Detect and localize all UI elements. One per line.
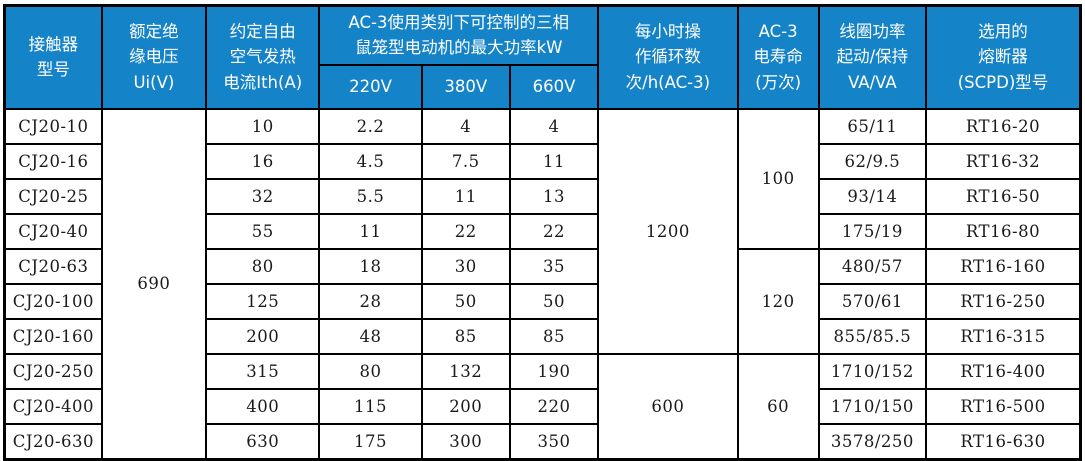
table-row: CJ20-40 55 11 22 22 175/19 RT16-80 (3, 212, 1082, 250)
cell-fuse-model: RT16-400 (925, 352, 1082, 390)
cell-coil-power: 93/14 (817, 177, 928, 215)
cell-fuse-model: RT16-250 (925, 282, 1082, 320)
cell-ith: 80 (205, 247, 321, 285)
header-380v: 380V (420, 63, 511, 110)
cell-ith: 16 (205, 142, 321, 180)
cell-kw-220: 80 (318, 352, 423, 390)
header-coil-power: 线圈功率 起动/保持 VA/VA (817, 4, 928, 110)
header-row-voltages: 220V 380V 660V (5, 63, 1081, 110)
cell-fuse-model: RT16-500 (925, 387, 1082, 425)
cell-life-merged: 100 (736, 107, 820, 250)
cell-life-merged: 120 (736, 247, 820, 355)
cell-kw-220: 28 (318, 282, 423, 320)
cell-model: CJ20-40 (3, 212, 103, 250)
cell-model: CJ20-400 (3, 387, 103, 425)
cell-cycles-merged: 600 (597, 352, 739, 460)
cell-ith: 55 (205, 212, 321, 250)
cell-coil-power: 62/9.5 (817, 142, 928, 180)
table-row: CJ20-100 125 28 50 50 570/61 RT16-250 (3, 282, 1082, 320)
cell-fuse-model: RT16-20 (925, 107, 1082, 145)
cell-kw-380: 200 (420, 387, 511, 425)
cell-fuse-model: RT16-630 (925, 422, 1082, 460)
cell-kw-660: 85 (508, 317, 600, 355)
cell-kw-220: 2.2 (318, 107, 423, 145)
cell-kw-380: 22 (420, 212, 511, 250)
cell-coil-power: 1710/152 (817, 352, 928, 390)
cell-kw-380: 7.5 (420, 142, 511, 180)
cell-kw-660: 4 (508, 107, 600, 145)
header-220v: 220V (318, 63, 423, 110)
cell-kw-660: 50 (508, 282, 600, 320)
cell-kw-380: 50 (420, 282, 511, 320)
header-fuse-model: 选用的 熔断器 (SCPD)型号 (925, 4, 1082, 110)
cell-kw-660: 220 (508, 387, 600, 425)
header-electrical-life: AC-3 电寿命 (万次) (736, 4, 820, 110)
header-cycles-per-hour: 每小时操 作循环数 次/h(AC-3) (597, 4, 739, 110)
cell-ith: 10 (205, 107, 321, 145)
cell-model: CJ20-10 (3, 107, 103, 145)
cell-coil-power: 480/57 (817, 247, 928, 285)
header-row-top: 接触器 型号 额定绝 缘电压 Ui(V) 约定自由 空气发热 电流Ith(A) … (3, 4, 1082, 110)
cell-model: CJ20-250 (3, 352, 103, 390)
cell-kw-220: 48 (318, 317, 423, 355)
datasheet-page: 接触器 型号 额定绝 缘电压 Ui(V) 约定自由 空气发热 电流Ith(A) … (3, 4, 1082, 461)
cell-model: CJ20-100 (3, 282, 103, 320)
table-row: CJ20-25 32 5.5 11 13 93/14 RT16-50 (3, 177, 1082, 215)
cell-coil-power: 855/85.5 (817, 317, 928, 355)
cell-fuse-model: RT16-32 (925, 142, 1082, 180)
cell-kw-380: 11 (420, 177, 511, 215)
cell-kw-380: 85 (420, 317, 511, 355)
cell-kw-380: 132 (420, 352, 511, 390)
cell-kw-380: 300 (420, 422, 511, 460)
cell-kw-220: 115 (318, 387, 423, 425)
cell-ith: 400 (205, 387, 321, 425)
cell-life-merged: 60 (736, 352, 820, 460)
cell-kw-220: 175 (318, 422, 423, 460)
cell-fuse-model: RT16-315 (925, 317, 1082, 355)
cell-kw-660: 190 (508, 352, 600, 390)
cell-model: CJ20-63 (3, 247, 103, 285)
cell-ui-merged: 690 (100, 107, 208, 460)
cell-cycles-merged: 1200 (597, 107, 739, 355)
table-row: CJ20-63 80 18 30 35 120 480/57 RT16-160 (3, 247, 1082, 355)
cell-coil-power: 175/19 (817, 212, 928, 250)
header-contactor-model: 接触器 型号 (3, 4, 103, 110)
cell-kw-660: 13 (508, 177, 600, 215)
cell-kw-660: 35 (508, 247, 600, 285)
cell-ith: 200 (205, 317, 321, 355)
cell-kw-220: 5.5 (318, 177, 423, 215)
cell-model: CJ20-630 (3, 422, 103, 460)
header-thermal-current: 约定自由 空气发热 电流Ith(A) (205, 4, 321, 110)
table-row: CJ20-160 200 48 85 85 855/85.5 RT16-315 (3, 317, 1082, 355)
cell-model: CJ20-16 (3, 142, 103, 180)
cell-fuse-model: RT16-80 (925, 212, 1082, 250)
cell-kw-380: 4 (420, 107, 511, 145)
cell-ith: 315 (205, 352, 321, 390)
cell-ith: 630 (205, 422, 321, 460)
cell-kw-220: 18 (318, 247, 423, 285)
cell-coil-power: 1710/150 (817, 387, 928, 425)
cell-fuse-model: RT16-50 (925, 177, 1082, 215)
cell-kw-660: 350 (508, 422, 600, 460)
cell-ith: 125 (205, 282, 321, 320)
cell-kw-660: 22 (508, 212, 600, 250)
cell-kw-660: 11 (508, 142, 600, 180)
cell-kw-380: 30 (420, 247, 511, 285)
cell-fuse-model: RT16-160 (925, 247, 1082, 285)
contactor-spec-table: 接触器 型号 额定绝 缘电压 Ui(V) 约定自由 空气发热 电流Ith(A) … (3, 4, 1082, 461)
cell-model: CJ20-25 (3, 177, 103, 215)
header-660v: 660V (508, 63, 600, 110)
header-ac3-max-power-group: AC-3使用类别下可控制的三相 鼠笼型电动机的最大功率kW (318, 4, 600, 66)
table-row: CJ20-400 400 115 200 220 1710/150 RT16-5… (3, 387, 1082, 425)
cell-kw-220: 4.5 (318, 142, 423, 180)
cell-coil-power: 570/61 (817, 282, 928, 320)
table-row: CJ20-16 16 4.5 7.5 11 62/9.5 RT16-32 (3, 142, 1082, 180)
header-insulation-voltage: 额定绝 缘电压 Ui(V) (100, 4, 208, 110)
cell-coil-power: 65/11 (817, 107, 928, 145)
cell-kw-220: 11 (318, 212, 423, 250)
cell-coil-power: 3578/250 (817, 422, 928, 460)
cell-ith: 32 (205, 177, 321, 215)
cell-model: CJ20-160 (3, 317, 103, 355)
table-row: CJ20-10 690 10 2.2 4 4 1200 100 65/11 RT… (3, 107, 1082, 460)
